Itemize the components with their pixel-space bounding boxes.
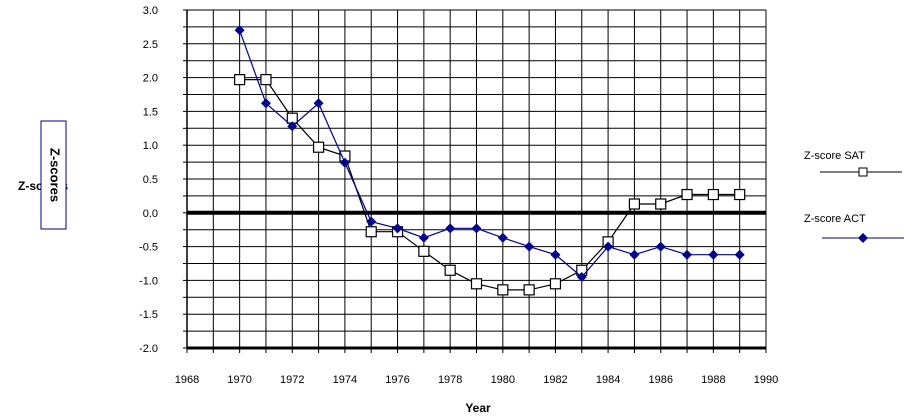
act-point [708, 249, 719, 260]
sat-point [470, 278, 483, 290]
y-axis-title: Z-scores [48, 148, 63, 202]
sat-point [365, 226, 377, 238]
act-point [655, 241, 666, 252]
x-tick-label: 1970 [227, 374, 251, 386]
x-axis-title: Year [465, 401, 491, 415]
act-point [287, 121, 298, 132]
x-tick-label: 1978 [438, 374, 462, 386]
act-point [550, 249, 561, 260]
sat-point [234, 74, 246, 86]
y-tick-label: -2.0 [139, 343, 158, 355]
sat-point [707, 188, 719, 201]
act-series-line [239, 30, 740, 278]
x-tick-label: 1974 [333, 374, 357, 386]
y-tick-label: 0.5 [143, 174, 158, 186]
act-point [445, 223, 456, 234]
sat-point [681, 188, 693, 201]
grid [183, 9, 767, 353]
sat-point [260, 74, 272, 86]
sat-point [497, 284, 509, 296]
y-tick-label: 1.0 [143, 140, 158, 152]
sat-point [628, 198, 641, 210]
y-tick-label: 1.5 [143, 106, 158, 118]
x-tick-label: 1984 [596, 374, 620, 386]
act-point [313, 98, 324, 109]
sat-point [549, 278, 562, 290]
x-tick-label: 1988 [701, 374, 725, 386]
act-point [524, 241, 535, 252]
sat-point [444, 264, 456, 276]
y-tick-label: 3.0 [143, 5, 158, 17]
act-point [418, 232, 429, 243]
x-tick-label: 1976 [385, 374, 409, 386]
y-tick-labels: 3.0 2.5 2.0 1.5 1.0 0.5 0.0 -0.5 -1.0 -1.5 -2.0 [139, 5, 158, 355]
act-point [366, 216, 377, 227]
act-point [629, 249, 640, 260]
y-tick-label: -1.5 [139, 309, 158, 321]
act-point [603, 241, 614, 252]
x-tick-label: 1972 [280, 374, 304, 386]
x-tick-label: 1980 [491, 374, 515, 386]
y-axis-title-box [40, 120, 67, 230]
y-tick-label: -0.5 [139, 242, 158, 254]
sat-point [312, 141, 325, 153]
act-point [576, 272, 587, 283]
y-tick-label: 0.0 [143, 208, 158, 220]
x-tick-label: 1986 [648, 374, 672, 386]
act-point [682, 249, 693, 260]
y-tick-label: 2.0 [143, 73, 158, 85]
act-point [260, 98, 271, 109]
sat-point [523, 284, 535, 296]
legend-label-sat: Z-score SAT [804, 150, 865, 162]
legend-label-act: Z-score ACT [804, 213, 866, 225]
x-tick-label: 1968 [175, 374, 199, 386]
act-point [339, 157, 350, 168]
y-tick-label: 2.5 [143, 39, 158, 51]
act-point [471, 223, 482, 234]
act-point [734, 249, 745, 260]
legend: Z-score SAT Z-score ACT [804, 150, 904, 243]
series-layer [234, 25, 746, 296]
legend-marker-act [858, 233, 868, 243]
sat-point [734, 188, 746, 201]
y-tick-label: -1.0 [139, 275, 158, 287]
legend-marker-sat [858, 167, 868, 177]
x-tick-label: 1990 [754, 374, 778, 386]
sat-point [655, 198, 667, 210]
act-point [234, 25, 245, 36]
act-point [392, 223, 403, 234]
x-tick-labels: 1968 1970 1972 1974 1976 1978 1980 1982 1984 1986… [175, 374, 778, 386]
x-tick-label: 1982 [543, 374, 567, 386]
sat-point [418, 245, 430, 257]
act-point [497, 232, 508, 243]
